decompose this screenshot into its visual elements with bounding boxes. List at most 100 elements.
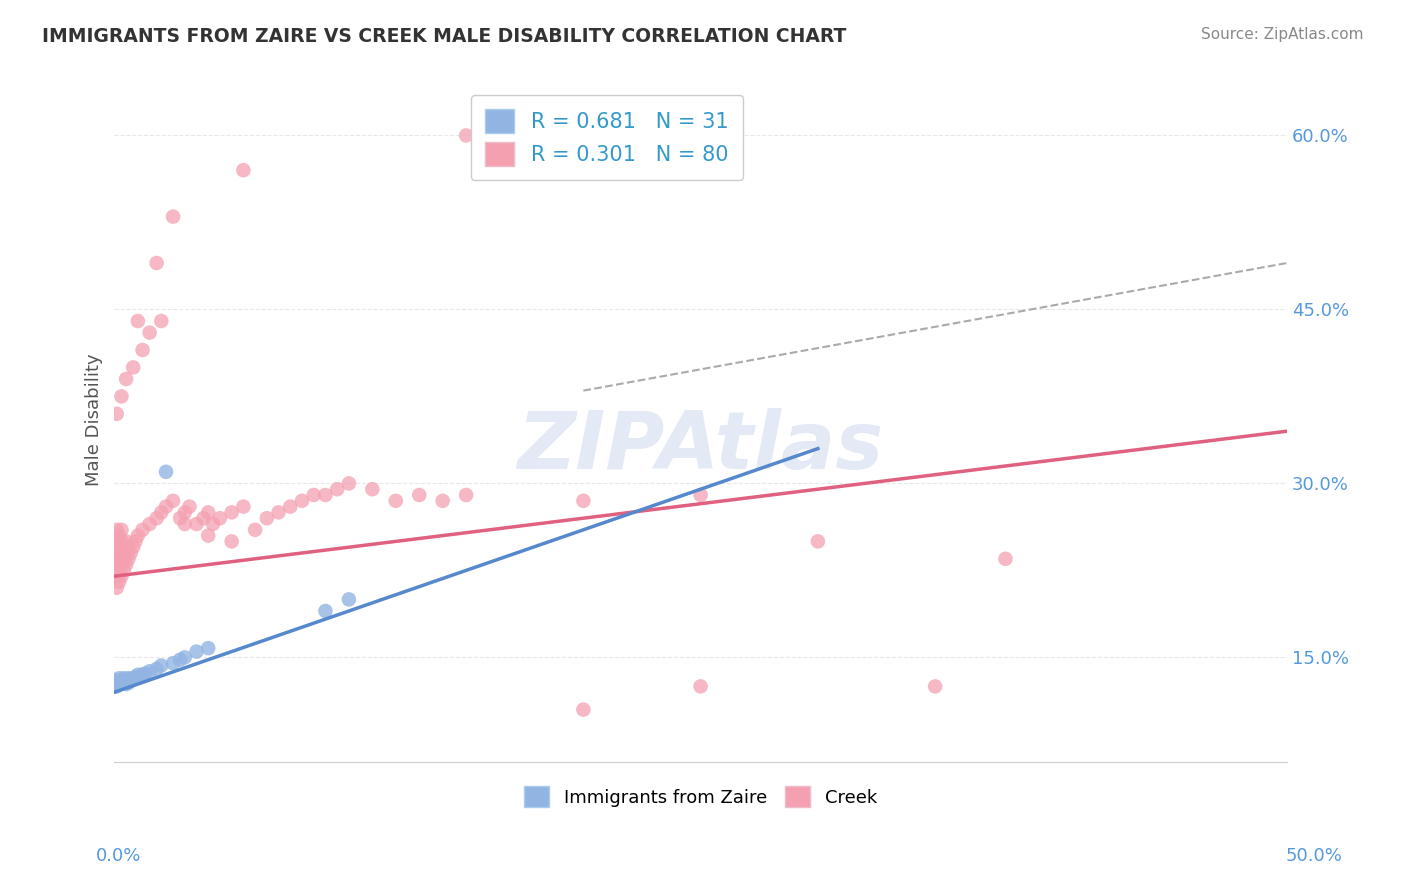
Point: [456, 128, 478, 143]
Point: [127, 314, 149, 328]
Point: [105, 523, 128, 537]
Point: [924, 679, 946, 693]
Point: [117, 671, 139, 685]
Point: [115, 534, 138, 549]
Point: [131, 667, 153, 681]
Point: [108, 540, 131, 554]
Point: [105, 679, 128, 693]
Point: [108, 551, 131, 566]
Text: ZIPAtlas: ZIPAtlas: [517, 408, 884, 486]
Point: [112, 551, 135, 566]
Point: [232, 500, 254, 514]
Point: [326, 482, 349, 496]
Point: [110, 558, 132, 572]
Point: [110, 523, 132, 537]
Point: [689, 679, 711, 693]
Point: [105, 676, 128, 690]
Point: [124, 670, 146, 684]
Text: IMMIGRANTS FROM ZAIRE VS CREEK MALE DISABILITY CORRELATION CHART: IMMIGRANTS FROM ZAIRE VS CREEK MALE DISA…: [42, 27, 846, 45]
Point: [162, 656, 184, 670]
Point: [169, 653, 191, 667]
Point: [108, 677, 131, 691]
Point: [155, 465, 177, 479]
Point: [110, 546, 132, 560]
Point: [134, 666, 156, 681]
Point: [117, 540, 139, 554]
Point: [267, 505, 290, 519]
Point: [112, 563, 135, 577]
Point: [115, 673, 138, 688]
Point: [994, 551, 1017, 566]
Point: [105, 558, 128, 572]
Point: [138, 326, 160, 340]
Point: [115, 677, 138, 691]
Point: [105, 407, 128, 421]
Point: [124, 534, 146, 549]
Point: [105, 534, 128, 549]
Point: [314, 604, 336, 618]
Point: [314, 488, 336, 502]
Point: [572, 702, 595, 716]
Point: [197, 505, 219, 519]
Point: [110, 676, 132, 690]
Point: [221, 534, 243, 549]
Point: [186, 516, 208, 531]
Point: [150, 314, 173, 328]
Point: [108, 563, 131, 577]
Text: 0.0%: 0.0%: [96, 847, 141, 864]
Point: [337, 476, 360, 491]
Point: [221, 505, 243, 519]
Point: [110, 673, 132, 688]
Point: [112, 540, 135, 554]
Point: [150, 505, 173, 519]
Point: [127, 528, 149, 542]
Point: [302, 488, 325, 502]
Point: [169, 511, 191, 525]
Point: [131, 343, 153, 357]
Point: [131, 523, 153, 537]
Point: [243, 523, 266, 537]
Point: [256, 511, 278, 525]
Point: [108, 574, 131, 589]
Point: [572, 493, 595, 508]
Point: [120, 673, 142, 688]
Point: [456, 488, 478, 502]
Y-axis label: Male Disability: Male Disability: [86, 353, 103, 486]
Point: [193, 511, 215, 525]
Point: [150, 658, 173, 673]
Point: [110, 534, 132, 549]
Point: [115, 546, 138, 560]
Point: [208, 511, 231, 525]
Legend: Immigrants from Zaire, Creek: Immigrants from Zaire, Creek: [517, 779, 884, 814]
Point: [145, 511, 167, 525]
Point: [278, 500, 301, 514]
Point: [122, 360, 145, 375]
Point: [112, 676, 135, 690]
Point: [105, 673, 128, 688]
Point: [108, 671, 131, 685]
Point: [186, 644, 208, 658]
Point: [197, 641, 219, 656]
Point: [201, 516, 224, 531]
Point: [105, 569, 128, 583]
Point: [179, 500, 201, 514]
Point: [385, 493, 408, 508]
Point: [291, 493, 314, 508]
Point: [105, 581, 128, 595]
Point: [162, 210, 184, 224]
Point: [361, 482, 384, 496]
Text: Source: ZipAtlas.com: Source: ZipAtlas.com: [1201, 27, 1364, 42]
Point: [138, 516, 160, 531]
Point: [145, 256, 167, 270]
Point: [807, 534, 830, 549]
Point: [138, 665, 160, 679]
Point: [173, 650, 195, 665]
Point: [112, 671, 135, 685]
Point: [232, 163, 254, 178]
Point: [115, 558, 138, 572]
Point: [127, 667, 149, 681]
Point: [129, 670, 152, 684]
Point: [162, 493, 184, 508]
Point: [110, 389, 132, 403]
Point: [145, 662, 167, 676]
